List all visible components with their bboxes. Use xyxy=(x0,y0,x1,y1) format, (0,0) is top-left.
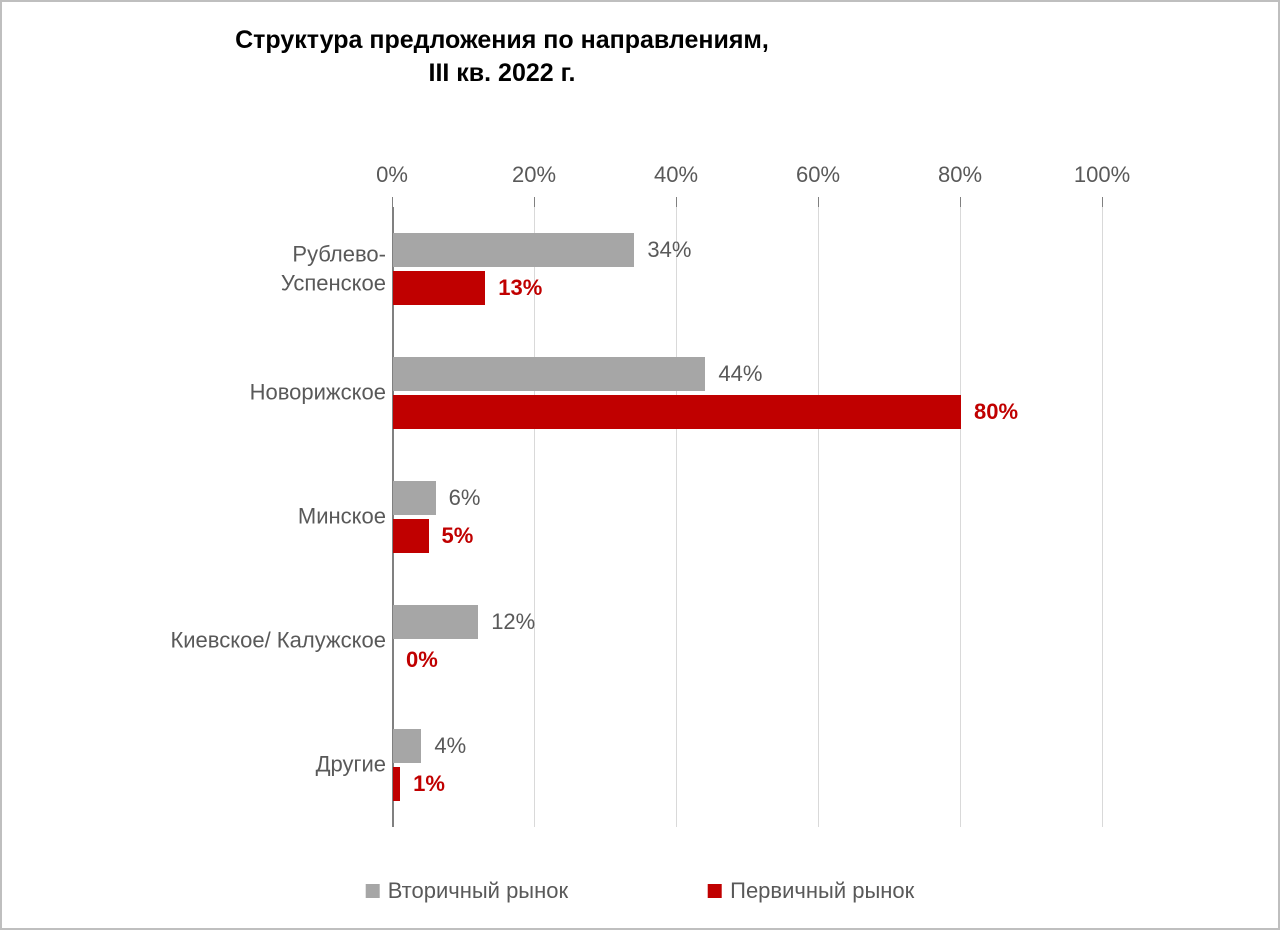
category-label: Новорижское xyxy=(26,379,386,408)
category-label: Киевское/ Калужское xyxy=(26,627,386,656)
x-tick-mark xyxy=(818,197,819,207)
x-tick-mark xyxy=(960,197,961,207)
legend-swatch-primary xyxy=(708,884,722,898)
x-tick-mark xyxy=(392,197,393,207)
x-tick-label: 80% xyxy=(938,162,982,188)
legend-item-primary: Первичный рынок xyxy=(708,878,914,904)
bar-label-secondary: 6% xyxy=(449,485,481,511)
bar-secondary xyxy=(393,233,634,267)
title-line-1: Структура предложения по направлениям, xyxy=(235,26,769,54)
category-label: Рублево-Успенское xyxy=(26,240,386,297)
bar-label-primary: 5% xyxy=(442,523,474,549)
x-tick-label: 0% xyxy=(376,162,408,188)
bar-secondary xyxy=(393,481,436,515)
bar-label-primary: 1% xyxy=(413,771,445,797)
category-group: Новорижское44%80% xyxy=(392,331,1102,455)
title-line-2: III кв. 2022 г. xyxy=(429,59,576,87)
x-tick-label: 20% xyxy=(512,162,556,188)
category-group: Киевское/ Калужское12%0% xyxy=(392,579,1102,703)
bar-label-primary: 80% xyxy=(974,399,1018,425)
plot-area: 0%20%40%60%80%100%Рублево-Успенское34%13… xyxy=(392,207,1102,827)
legend: Вторичный рынок Первичный рынок xyxy=(366,878,915,904)
bar-label-secondary: 34% xyxy=(647,237,691,263)
chart-container: Структура предложения по направлениям, I… xyxy=(0,0,1280,930)
bar-secondary xyxy=(393,605,478,639)
bar-primary xyxy=(393,767,400,801)
bar-primary xyxy=(393,395,961,429)
chart-title: Структура предложения по направлениям, I… xyxy=(182,24,822,89)
bar-secondary xyxy=(393,729,421,763)
bar-label-secondary: 12% xyxy=(491,609,535,635)
category-group: Минское6%5% xyxy=(392,455,1102,579)
bar-primary xyxy=(393,271,485,305)
legend-item-secondary: Вторичный рынок xyxy=(366,878,568,904)
bar-label-secondary: 44% xyxy=(718,361,762,387)
bar-primary xyxy=(393,519,429,553)
category-label: Минское xyxy=(26,503,386,532)
legend-swatch-secondary xyxy=(366,884,380,898)
x-tick-mark xyxy=(534,197,535,207)
x-tick-mark xyxy=(676,197,677,207)
category-group: Рублево-Успенское34%13% xyxy=(392,207,1102,331)
x-tick-label: 100% xyxy=(1074,162,1130,188)
x-tick-mark xyxy=(1102,197,1103,207)
category-group: Другие4%1% xyxy=(392,703,1102,827)
bar-label-primary: 13% xyxy=(498,275,542,301)
legend-label-secondary: Вторичный рынок xyxy=(388,878,568,904)
bar-label-primary: 0% xyxy=(406,647,438,673)
x-tick-label: 40% xyxy=(654,162,698,188)
x-tick-label: 60% xyxy=(796,162,840,188)
legend-label-primary: Первичный рынок xyxy=(730,878,914,904)
category-label: Другие xyxy=(26,751,386,780)
bar-secondary xyxy=(393,357,705,391)
gridline xyxy=(1102,207,1103,827)
bar-label-secondary: 4% xyxy=(434,733,466,759)
